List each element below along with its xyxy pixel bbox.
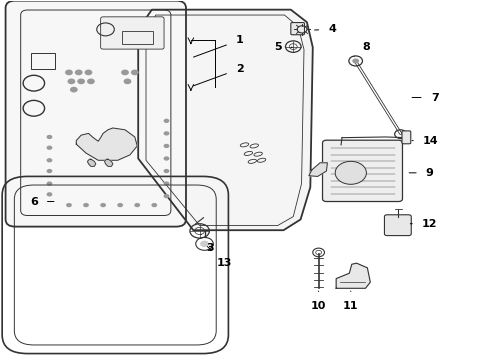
Circle shape bbox=[46, 145, 52, 150]
Circle shape bbox=[163, 181, 169, 186]
Text: 4: 4 bbox=[314, 24, 336, 35]
Circle shape bbox=[46, 135, 52, 139]
Circle shape bbox=[163, 131, 169, 135]
Circle shape bbox=[117, 203, 123, 207]
Circle shape bbox=[151, 203, 157, 207]
FancyBboxPatch shape bbox=[322, 140, 402, 202]
Circle shape bbox=[65, 69, 73, 75]
Polygon shape bbox=[335, 263, 369, 288]
Text: 13: 13 bbox=[207, 247, 231, 268]
Polygon shape bbox=[138, 10, 312, 230]
FancyBboxPatch shape bbox=[384, 215, 410, 235]
Circle shape bbox=[67, 78, 75, 84]
Polygon shape bbox=[87, 159, 96, 166]
Text: 3: 3 bbox=[201, 234, 214, 253]
Circle shape bbox=[83, 203, 89, 207]
Polygon shape bbox=[308, 163, 327, 176]
FancyBboxPatch shape bbox=[401, 131, 410, 144]
Text: 12: 12 bbox=[409, 219, 437, 229]
Circle shape bbox=[163, 194, 169, 198]
Text: 1: 1 bbox=[193, 35, 243, 57]
Circle shape bbox=[46, 169, 52, 173]
Circle shape bbox=[123, 78, 131, 84]
Circle shape bbox=[131, 69, 139, 75]
Text: 7: 7 bbox=[411, 93, 438, 103]
Text: 9: 9 bbox=[408, 168, 433, 178]
Circle shape bbox=[121, 69, 129, 75]
Circle shape bbox=[66, 203, 72, 207]
FancyBboxPatch shape bbox=[290, 23, 304, 35]
Circle shape bbox=[46, 158, 52, 162]
Text: 2: 2 bbox=[193, 64, 243, 86]
FancyBboxPatch shape bbox=[5, 1, 185, 226]
Circle shape bbox=[163, 119, 169, 123]
Circle shape bbox=[334, 161, 366, 184]
Circle shape bbox=[77, 78, 85, 84]
Text: 11: 11 bbox=[343, 291, 358, 311]
Circle shape bbox=[100, 203, 106, 207]
Text: 8: 8 bbox=[353, 42, 369, 57]
Circle shape bbox=[46, 192, 52, 197]
Circle shape bbox=[70, 87, 78, 93]
Bar bbox=[31, 53, 55, 69]
Circle shape bbox=[351, 58, 358, 63]
Text: 14: 14 bbox=[411, 136, 438, 145]
Bar bbox=[122, 31, 153, 44]
Text: 5: 5 bbox=[273, 42, 292, 52]
Polygon shape bbox=[104, 159, 113, 166]
FancyBboxPatch shape bbox=[101, 17, 163, 49]
Circle shape bbox=[46, 181, 52, 186]
Polygon shape bbox=[76, 128, 137, 160]
Circle shape bbox=[163, 144, 169, 148]
Circle shape bbox=[200, 240, 208, 247]
Circle shape bbox=[134, 203, 140, 207]
Circle shape bbox=[87, 78, 95, 84]
Circle shape bbox=[84, 69, 92, 75]
Circle shape bbox=[75, 69, 82, 75]
Circle shape bbox=[163, 156, 169, 161]
Text: 6: 6 bbox=[30, 197, 54, 207]
Circle shape bbox=[163, 169, 169, 173]
Text: 10: 10 bbox=[310, 291, 325, 311]
